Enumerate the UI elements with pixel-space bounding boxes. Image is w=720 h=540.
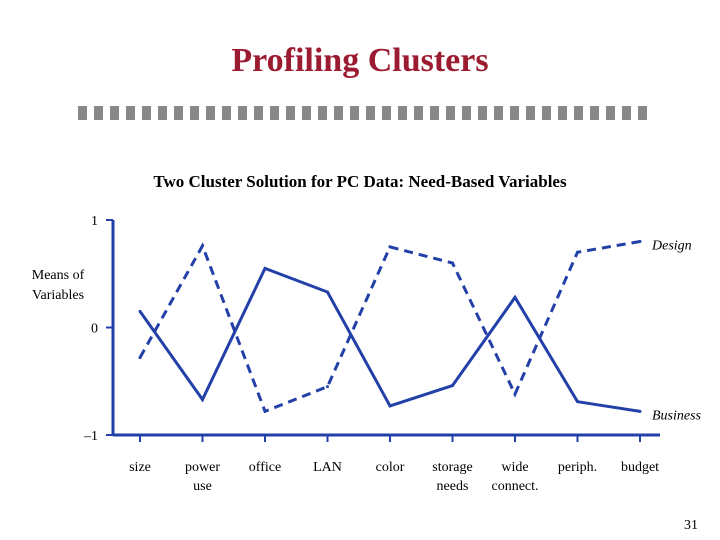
y-tick-label: 0 <box>91 322 98 337</box>
x-ticks: size power use office LAN color storage needs wi… <box>129 435 659 494</box>
data-point-design <box>638 240 642 243</box>
x-tick-label: power use <box>185 460 220 494</box>
series-label-design: Design <box>651 239 692 254</box>
y-tick-label: 1 <box>91 214 98 229</box>
x-tick-label: storage needs <box>432 460 472 494</box>
slide-title: Profiling Clusters <box>231 42 489 79</box>
data-point-business <box>263 266 267 270</box>
x-tick-label: color <box>376 460 405 475</box>
data-point-business <box>451 384 454 388</box>
y-ticks: 1 0 –1 <box>83 214 113 444</box>
data-point-design <box>451 261 454 265</box>
y-axis-label-text: Means of Variables <box>32 268 85 303</box>
data-point-design <box>263 409 267 413</box>
x-tick-label: office <box>249 460 281 475</box>
series-lines <box>138 240 642 414</box>
x-tick-label: LAN <box>313 460 342 475</box>
page-number: 31 <box>684 518 698 533</box>
series-line-business <box>138 266 641 413</box>
y-axis-label: Means of Variables <box>32 268 85 303</box>
series-label-business: Business <box>652 408 702 423</box>
series-labels: Design Business <box>651 239 702 424</box>
data-point-design <box>513 392 517 396</box>
data-point-business <box>326 290 329 294</box>
data-point-business <box>138 309 142 313</box>
x-tick-label: budget <box>621 460 659 475</box>
data-point-design <box>576 250 579 254</box>
data-point-business <box>513 295 517 299</box>
x-tick-label: wide connect. <box>491 460 538 494</box>
y-tick-label: –1 <box>83 429 98 444</box>
x-tick-label: size <box>129 460 151 475</box>
data-point-business <box>576 400 579 404</box>
data-point-business <box>638 409 642 413</box>
series-line-design <box>138 240 641 414</box>
data-point-design <box>326 385 329 389</box>
data-point-business <box>388 404 392 408</box>
title-divider <box>78 106 648 120</box>
data-point-design <box>138 356 142 360</box>
data-point-design <box>201 244 204 248</box>
data-point-business <box>201 398 204 402</box>
chart-title: Two Cluster Solution for PC Data: Need-B… <box>153 172 567 191</box>
data-point-design <box>388 245 392 249</box>
x-tick-label: periph. <box>558 460 597 475</box>
